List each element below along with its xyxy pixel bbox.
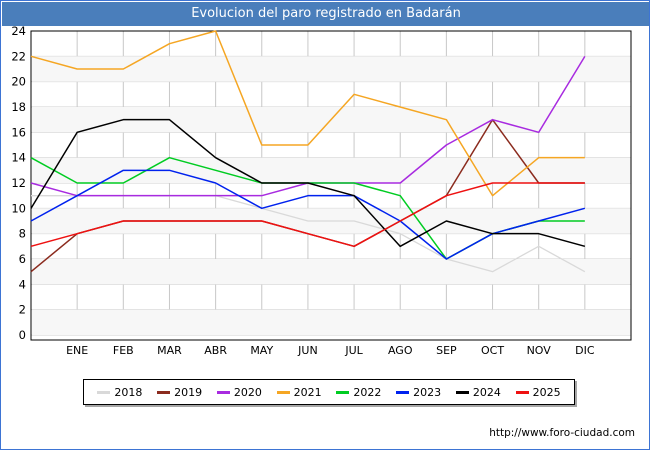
legend-label: 2024	[472, 385, 501, 399]
chart-legend: 2018 2019 2020 2021 2022 2023 2024 2025	[83, 379, 575, 405]
legend-swatch-icon	[97, 390, 111, 394]
source-url: http://www.foro-ciudad.com	[489, 427, 635, 439]
legend-swatch-icon	[157, 390, 171, 394]
legend-item-2021[interactable]: 2021	[276, 385, 322, 399]
chart-series-lines	[30, 30, 586, 273]
legend-item-2025[interactable]: 2025	[515, 385, 561, 399]
legend-swatch-icon	[336, 390, 350, 394]
legend-item-2022[interactable]: 2022	[336, 386, 381, 399]
chart-plot-area: 0 2 4 6 8 10 12 14 16 18 20 22 24 ENE FEB MAR ABR MAY JUN…	[1, 26, 649, 366]
legend-swatch-icon	[455, 390, 469, 394]
y-tick-label: 20	[11, 75, 26, 89]
legend-label: 2022	[353, 385, 382, 399]
legend-swatch-icon	[276, 390, 290, 394]
legend-item-2024[interactable]: 2024	[455, 385, 501, 399]
legend-item-2023[interactable]: 2023	[396, 386, 441, 399]
legend-item-2020[interactable]: 2020	[216, 385, 262, 399]
y-tick-label: 6	[19, 252, 26, 266]
legend-label: 2020	[233, 385, 262, 399]
legend-swatch-icon	[216, 390, 230, 394]
x-tick-label: SEP	[436, 344, 457, 357]
legend-item-2019[interactable]: 2019	[157, 386, 202, 399]
y-tick-label: 18	[11, 100, 26, 114]
legend-swatch-icon	[396, 390, 410, 394]
grid-band	[32, 259, 631, 285]
legend-item-2018[interactable]: 2018	[97, 386, 142, 399]
y-tick-label: 22	[11, 49, 26, 63]
y-tick-label: 12	[11, 176, 26, 190]
x-tick-label: OCT	[481, 344, 504, 357]
y-tick-label: 4	[19, 277, 26, 291]
legend-label: 2019	[174, 385, 203, 399]
legend-label: 2023	[413, 385, 442, 399]
x-tick-label: JUL	[344, 344, 363, 357]
grid-band	[32, 56, 631, 82]
y-tick-label: 16	[11, 125, 26, 139]
series-line-2021	[30, 30, 585, 197]
y-tick-label: 14	[11, 151, 26, 165]
y-tick-label: 24	[11, 26, 26, 38]
window-title: Evolucion del paro registrado en Badarán	[2, 2, 649, 26]
series-line-2024	[30, 118, 586, 248]
legend-label: 2025	[532, 385, 561, 399]
x-tick-label: AGO	[388, 344, 413, 357]
x-axis-tick-labels: ENE FEB MAR ABR MAY JUN JUL AGO SEP OCT NOV DIC	[66, 344, 595, 357]
y-tick-label: 2	[19, 303, 26, 317]
y-tick-label: 10	[11, 201, 26, 215]
x-tick-label: NOV	[527, 344, 552, 357]
series-line-2025	[30, 182, 585, 248]
legend-label: 2018	[114, 385, 143, 399]
x-tick-label: MAY	[250, 344, 273, 357]
x-tick-label: MAR	[157, 344, 182, 357]
y-tick-label: 0	[19, 328, 26, 342]
chart-row-bands	[32, 56, 631, 335]
plot-frame	[30, 30, 632, 341]
grid-band	[32, 309, 631, 335]
x-tick-label: ABR	[204, 344, 227, 357]
y-tick-label: 8	[19, 227, 26, 241]
x-tick-label: ENE	[66, 344, 88, 357]
legend-label: 2021	[293, 385, 322, 399]
x-tick-label: JUN	[297, 344, 318, 357]
x-tick-label: FEB	[113, 344, 134, 357]
legend-swatch-icon	[515, 390, 529, 394]
x-tick-label: DIC	[575, 344, 595, 357]
